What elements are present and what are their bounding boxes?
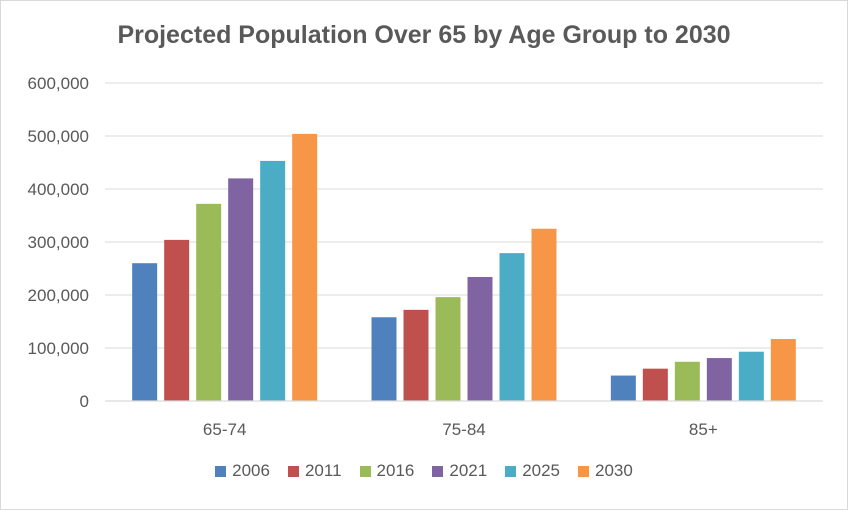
legend-item: 2006 xyxy=(215,461,270,481)
legend-label: 2021 xyxy=(449,461,488,480)
bar-2021-85+ xyxy=(706,358,732,401)
bar-2016-65-74 xyxy=(196,203,222,401)
legend-item: 2030 xyxy=(578,461,633,481)
bar-2030-75-84 xyxy=(531,228,557,401)
legend-swatch xyxy=(359,465,371,477)
legend-label: 2025 xyxy=(522,461,561,480)
bar-2016-85+ xyxy=(674,361,700,401)
legend-swatch xyxy=(287,465,299,477)
bar-2021-75-84 xyxy=(467,276,493,401)
bar-2021-65-74 xyxy=(228,178,254,401)
bar-2006-75-84 xyxy=(371,317,397,401)
y-tick-label: 400,000 xyxy=(28,180,89,199)
legend-swatch xyxy=(215,465,227,477)
y-tick-label: 500,000 xyxy=(28,127,89,146)
bar-2016-75-84 xyxy=(435,297,461,401)
legend-item: 2025 xyxy=(505,461,560,481)
legend-label: 2011 xyxy=(304,461,342,480)
bar-2025-75-84 xyxy=(499,253,525,401)
y-tick-label: 200,000 xyxy=(28,286,89,305)
x-tick-label: 85+ xyxy=(689,420,718,439)
bar-2030-85+ xyxy=(770,338,796,401)
x-tick-label: 75-84 xyxy=(442,420,485,439)
legend-item: 2016 xyxy=(359,461,415,481)
y-tick-label: 0 xyxy=(80,392,89,411)
bar-2011-85+ xyxy=(642,368,668,401)
bar-2006-65-74 xyxy=(132,263,158,401)
legend-label: 2006 xyxy=(232,461,270,480)
bar-2011-65-74 xyxy=(164,239,190,401)
y-tick-label: 100,000 xyxy=(28,339,89,358)
legend-item: 2011 xyxy=(287,461,342,481)
legend-item: 2021 xyxy=(432,461,487,481)
y-tick-label: 300,000 xyxy=(28,233,89,252)
bar-2025-85+ xyxy=(738,351,764,401)
bar-2030-65-74 xyxy=(292,133,318,401)
legend-swatch xyxy=(432,465,444,477)
legend-swatch xyxy=(505,465,517,477)
y-tick-label: 600,000 xyxy=(28,74,89,93)
legend-label: 2030 xyxy=(595,461,633,480)
chart-title: Projected Population Over 65 by Age Grou… xyxy=(117,21,731,49)
bar-2025-65-74 xyxy=(260,160,286,401)
bar-2006-85+ xyxy=(610,375,636,401)
bar-2011-75-84 xyxy=(403,309,429,401)
chart-legend: 2006 2011 2016 2021 2025 2030 xyxy=(1,461,847,481)
legend-label: 2016 xyxy=(376,461,415,480)
legend-swatch xyxy=(578,465,590,477)
x-tick-label: 65-74 xyxy=(203,420,246,439)
